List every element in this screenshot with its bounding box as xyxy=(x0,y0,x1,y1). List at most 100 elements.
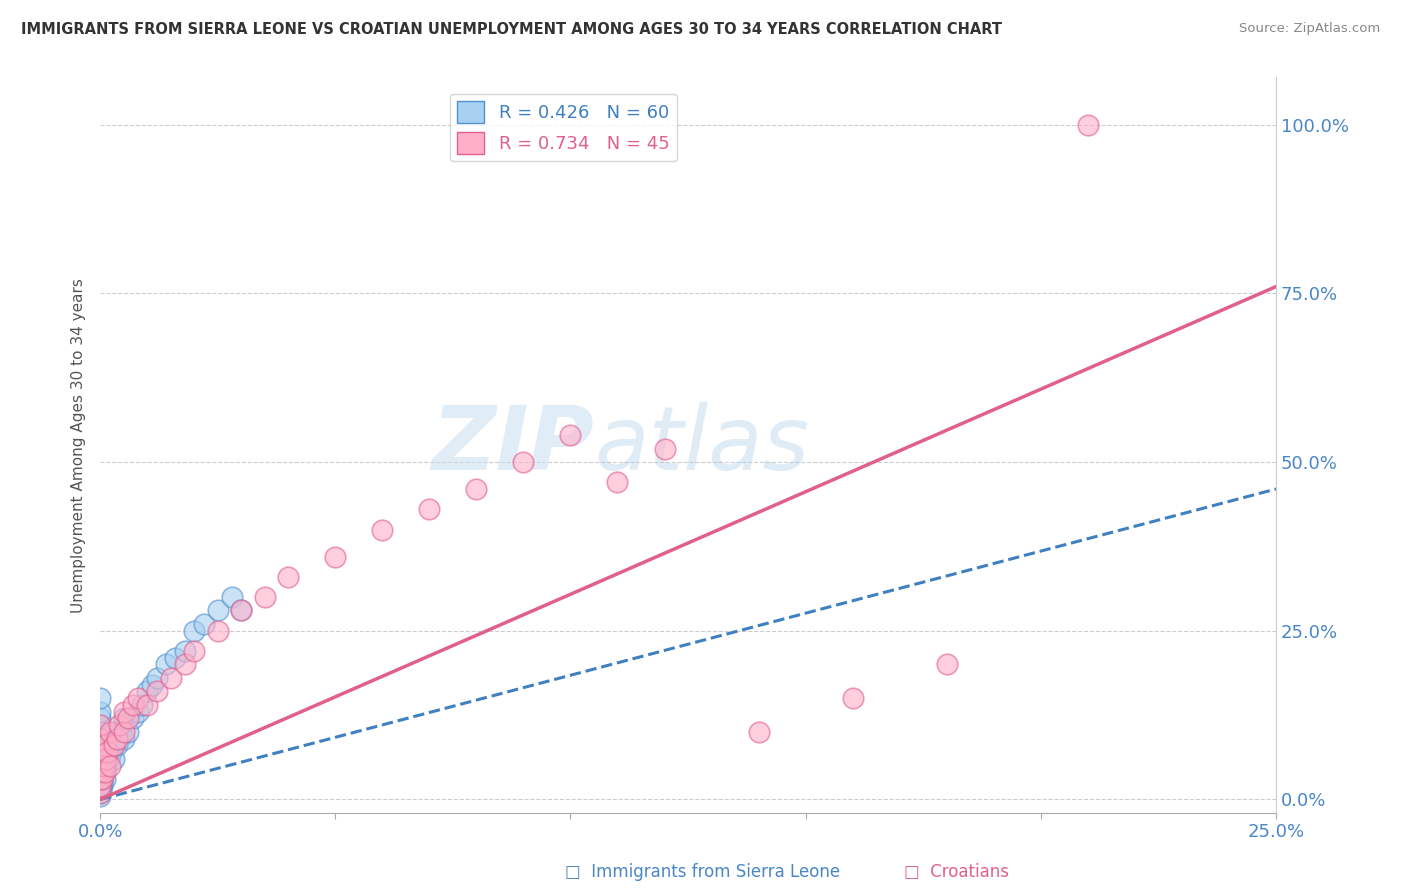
Point xyxy=(231,603,253,617)
Point xyxy=(418,502,440,516)
Point xyxy=(112,711,135,725)
Point xyxy=(512,455,534,469)
Point xyxy=(105,739,128,753)
Point xyxy=(89,756,111,770)
Point xyxy=(94,739,117,753)
Point xyxy=(173,657,195,672)
Point xyxy=(91,772,114,787)
Point xyxy=(145,671,167,685)
Point xyxy=(108,731,131,746)
Point xyxy=(935,657,957,672)
Point xyxy=(89,731,111,746)
Point xyxy=(841,691,863,706)
Point xyxy=(127,691,149,706)
Point xyxy=(141,678,163,692)
Point xyxy=(89,705,111,719)
Point xyxy=(127,705,149,719)
Point xyxy=(91,769,114,783)
Point xyxy=(94,739,117,753)
Point xyxy=(136,684,159,698)
Point xyxy=(560,428,582,442)
Point xyxy=(101,741,124,756)
Point xyxy=(165,650,187,665)
Point xyxy=(89,765,111,780)
Point xyxy=(98,748,121,763)
Point xyxy=(145,684,167,698)
Point xyxy=(112,705,135,719)
Point xyxy=(93,758,115,772)
Point xyxy=(89,718,111,732)
Point xyxy=(103,725,125,739)
Point xyxy=(183,624,205,638)
Point xyxy=(94,762,117,776)
Point xyxy=(103,739,125,753)
Text: ZIP: ZIP xyxy=(432,401,593,489)
Point xyxy=(91,779,114,793)
Point xyxy=(94,752,117,766)
Point xyxy=(221,590,243,604)
Point xyxy=(193,617,215,632)
Point xyxy=(89,758,111,772)
Point xyxy=(103,752,125,766)
Point xyxy=(90,775,112,789)
Point xyxy=(98,731,121,746)
Point xyxy=(91,765,114,780)
Point xyxy=(89,745,111,759)
Point xyxy=(94,765,117,780)
Point xyxy=(253,590,276,604)
Point xyxy=(654,442,676,456)
Text: □  Immigrants from Sierra Leone: □ Immigrants from Sierra Leone xyxy=(565,863,841,881)
Point xyxy=(89,762,111,776)
Point xyxy=(207,603,229,617)
Point xyxy=(155,657,177,672)
Point xyxy=(94,758,117,772)
Point xyxy=(231,603,253,617)
Point xyxy=(89,786,111,800)
Text: IMMIGRANTS FROM SIERRA LEONE VS CROATIAN UNEMPLOYMENT AMONG AGES 30 TO 34 YEARS : IMMIGRANTS FROM SIERRA LEONE VS CROATIAN… xyxy=(21,22,1002,37)
Point xyxy=(108,718,131,732)
Point xyxy=(89,752,111,766)
Point xyxy=(136,698,159,712)
Point xyxy=(96,756,118,770)
Point xyxy=(89,711,111,725)
Point xyxy=(96,745,118,759)
Point xyxy=(277,570,299,584)
Point xyxy=(89,786,111,800)
Point xyxy=(112,725,135,739)
Point xyxy=(117,725,139,739)
Point xyxy=(122,711,145,725)
Y-axis label: Unemployment Among Ages 30 to 34 years: Unemployment Among Ages 30 to 34 years xyxy=(72,277,86,613)
Point xyxy=(97,752,120,766)
Point xyxy=(89,772,111,787)
Point xyxy=(606,475,628,490)
Point xyxy=(207,624,229,638)
Point xyxy=(89,779,111,793)
Text: Source: ZipAtlas.com: Source: ZipAtlas.com xyxy=(1240,22,1381,36)
Point xyxy=(1077,118,1099,132)
Point xyxy=(112,731,135,746)
Point xyxy=(131,698,153,712)
Point xyxy=(89,789,111,803)
Point xyxy=(173,644,195,658)
Point xyxy=(117,711,139,725)
Point xyxy=(89,775,111,789)
Point xyxy=(371,523,394,537)
Point xyxy=(89,725,111,739)
Point xyxy=(93,758,115,772)
Point xyxy=(90,782,112,797)
Point xyxy=(89,745,111,759)
Point xyxy=(89,739,111,753)
Point xyxy=(89,769,111,783)
Point xyxy=(89,731,111,746)
Point xyxy=(89,779,111,793)
Point xyxy=(465,482,488,496)
Point xyxy=(89,758,111,772)
Point xyxy=(159,671,181,685)
Point xyxy=(98,758,121,772)
Point xyxy=(98,725,121,739)
Point xyxy=(110,725,132,739)
Point xyxy=(89,691,111,706)
Point xyxy=(89,765,111,780)
Point xyxy=(323,549,346,564)
Point xyxy=(93,765,115,780)
